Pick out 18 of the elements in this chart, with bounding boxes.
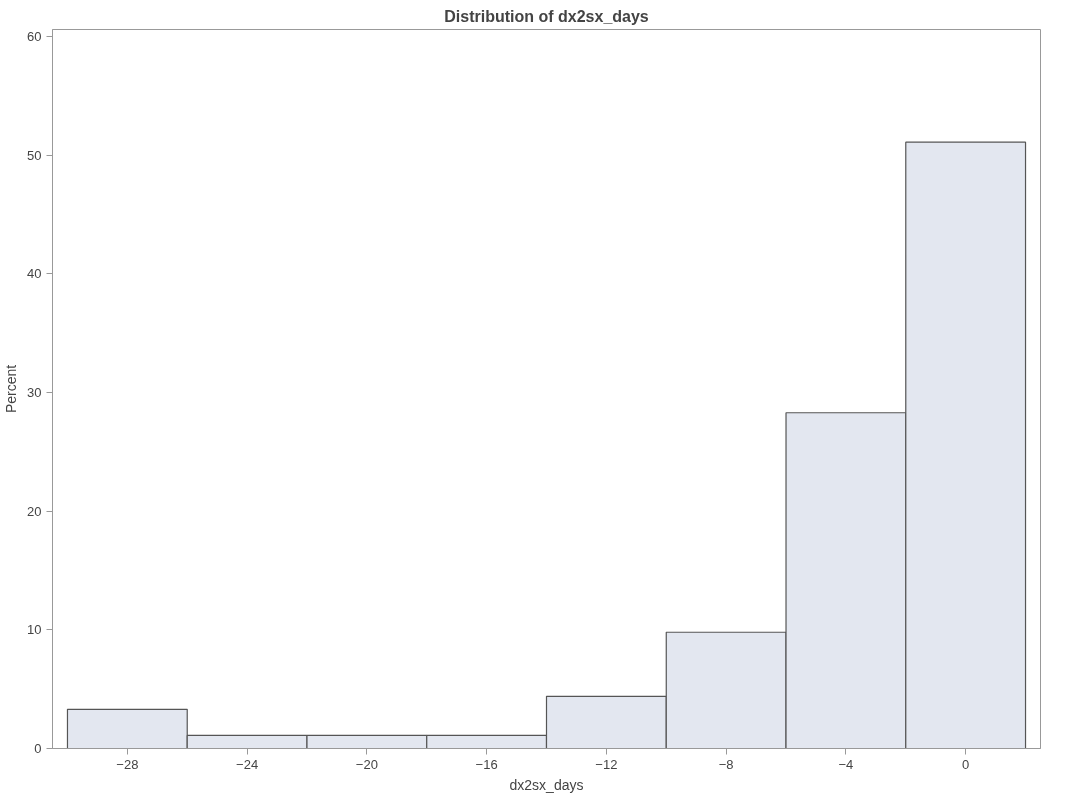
chart-title: Distribution of dx2sx_days xyxy=(444,7,649,25)
x-tick-label: 0 xyxy=(962,756,970,772)
y-tick-label: 50 xyxy=(27,147,42,163)
y-tick-label: 40 xyxy=(27,266,42,282)
x-axis-title: dx2sx_days xyxy=(509,776,584,793)
y-tick-label: 0 xyxy=(34,741,42,756)
x-tick-label: −16 xyxy=(475,756,498,772)
x-tick-label: −20 xyxy=(355,756,378,772)
y-tick-label: 20 xyxy=(27,503,42,519)
y-tick-label: 60 xyxy=(27,29,42,45)
x-tick-label: −4 xyxy=(838,756,854,772)
x-tick-label: −24 xyxy=(236,756,259,772)
x-tick-label: −28 xyxy=(116,756,139,772)
y-tick-label: 30 xyxy=(27,385,42,401)
y-tick-label: 10 xyxy=(27,622,42,638)
x-tick-label: −8 xyxy=(718,756,734,772)
y-axis-title: Percent xyxy=(3,364,20,414)
x-tick-label: −12 xyxy=(595,756,618,772)
